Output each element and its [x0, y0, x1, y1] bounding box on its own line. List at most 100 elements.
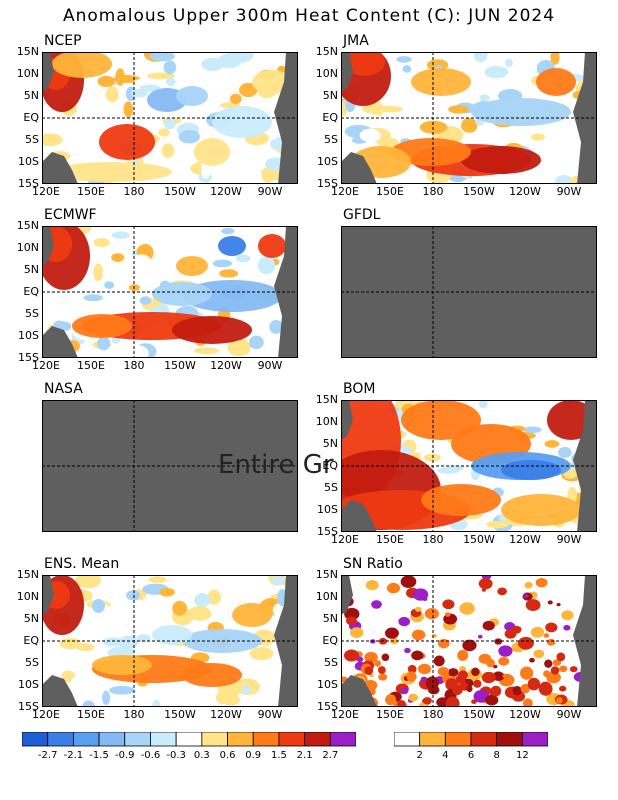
anomaly-cell	[501, 460, 561, 480]
land-mass	[42, 152, 78, 184]
map-plot	[341, 575, 597, 707]
lat-tick-label: 15N	[315, 568, 338, 581]
sn-cell	[459, 602, 475, 615]
anomaly-cell	[83, 294, 103, 302]
sn-cell	[556, 652, 566, 662]
panel-jma: JMA 15N 10N 5N EQ 5S 10S 15S 120E 150E 180 150W 120W…	[316, 33, 597, 198]
sn-cell	[371, 600, 382, 609]
anomaly-cell	[194, 347, 220, 355]
anomaly-cell	[361, 104, 386, 114]
lon-tick-label: 120W	[509, 708, 541, 721]
sn-cell	[535, 577, 548, 588]
anomaly-cell	[111, 253, 125, 262]
chart-title: Anomalous Upper 300m Heat Content (C): J…	[62, 6, 556, 26]
lon-tick-label: 150W	[463, 533, 495, 546]
anomaly-cell	[523, 426, 542, 434]
sn-cell	[530, 626, 545, 638]
sn-cell	[400, 575, 417, 588]
sn-cell	[473, 679, 482, 688]
sn-cell	[404, 647, 411, 654]
lon-tick-label: 120W	[509, 533, 541, 546]
sn-cell	[364, 651, 378, 663]
anomaly-cell	[172, 600, 188, 616]
anomaly-cell	[176, 256, 208, 276]
sn-cell	[444, 612, 451, 617]
anomaly-cell	[146, 72, 175, 80]
sn-cell	[445, 696, 460, 707]
colorbar-label: -0.9	[115, 750, 135, 761]
anomaly-cell	[163, 118, 176, 130]
anomaly-cell	[115, 68, 125, 86]
anomaly-cell	[446, 465, 465, 472]
sn-cell	[502, 674, 507, 678]
lon-tick-label: 150E	[376, 533, 404, 546]
lat-tick-label: EQ	[23, 634, 39, 647]
sn-cell	[442, 599, 455, 610]
sn-cell	[422, 596, 428, 601]
land-mass	[42, 326, 78, 358]
lat-tick-label: 10S	[317, 678, 338, 691]
sn-cell	[377, 666, 386, 674]
sn-cell	[569, 666, 578, 673]
anomaly-cell	[554, 175, 574, 184]
sn-cell	[486, 658, 495, 668]
sn-cell	[436, 697, 449, 707]
anomaly-cell	[97, 336, 111, 351]
lon-tick-label: 120E	[331, 533, 359, 546]
anomaly-cell	[411, 68, 471, 96]
sn-cell	[498, 656, 510, 666]
lat-tick-label: EQ	[23, 111, 39, 124]
sn-cell	[504, 629, 517, 639]
anomaly-cell	[478, 400, 488, 409]
lat-tick-label: 15S	[317, 700, 338, 713]
anomaly-cell	[227, 649, 251, 667]
colorbar-swatch	[496, 732, 523, 747]
sn-cell	[517, 636, 534, 650]
lat-tick-label: 10N	[16, 241, 39, 254]
colorbar-label: -2.1	[63, 750, 84, 761]
sn-cell	[438, 638, 450, 649]
panel-nasa: NASA Entire Gr	[42, 381, 334, 532]
panel-title: BOM	[343, 381, 376, 397]
sn-cell	[466, 685, 473, 693]
anomaly-cell	[459, 52, 475, 63]
sn-cell	[490, 685, 502, 697]
anomaly-cell	[139, 296, 152, 305]
anomaly-cell	[118, 635, 138, 650]
lat-tick-label: 10N	[315, 590, 338, 603]
lat-tick-label: 15S	[18, 351, 39, 364]
anomaly-cell	[176, 86, 208, 106]
anomaly-cell	[178, 129, 200, 144]
panel-title: ENS. Mean	[44, 556, 120, 572]
anomaly-cell	[484, 66, 509, 79]
lon-tick-label: 150E	[77, 359, 105, 372]
anomaly-cell	[139, 84, 161, 92]
anomaly-cell	[486, 520, 509, 529]
land-mass	[341, 400, 353, 440]
lon-tick-label: 150W	[463, 708, 495, 721]
lat-tick-label: 15S	[18, 700, 39, 713]
lat-tick-label: 5N	[23, 612, 39, 625]
lat-tick-label: 10N	[16, 590, 39, 603]
anomaly-cell	[152, 699, 161, 707]
anomaly-cell	[267, 125, 278, 140]
lon-tick-label: 180	[422, 533, 444, 546]
sn-cell	[559, 685, 567, 692]
anomaly-cell	[232, 603, 272, 627]
sn-cell	[350, 627, 364, 639]
sn-cell	[525, 599, 541, 611]
sn-cell	[555, 697, 563, 704]
lat-tick-label: 10N	[315, 415, 338, 428]
anomaly-cell	[219, 269, 239, 278]
lat-tick-label: 15N	[16, 219, 39, 232]
anomaly-cell	[152, 625, 192, 645]
sn-cell	[561, 610, 574, 621]
colorbar-label: -1.5	[89, 750, 109, 761]
anomaly-cell	[194, 592, 211, 608]
anomaly-cell	[182, 663, 242, 687]
sn-cell	[420, 676, 428, 682]
lat-tick-label: 10S	[317, 155, 338, 168]
overlay-text: Entire Gr	[218, 450, 334, 480]
anomaly-cell	[161, 143, 175, 159]
anomaly-cell	[419, 120, 448, 134]
